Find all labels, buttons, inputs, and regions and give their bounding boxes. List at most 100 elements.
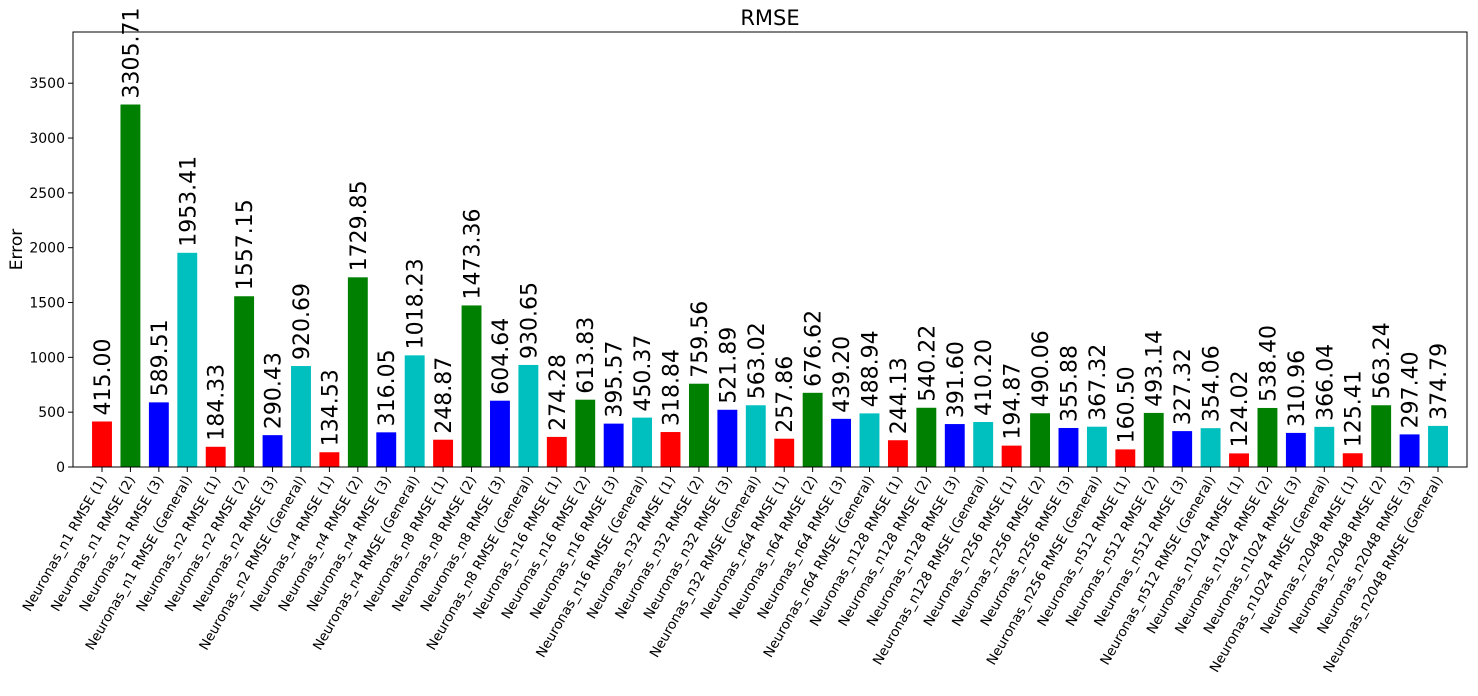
bar	[291, 366, 311, 467]
bar	[916, 407, 937, 467]
bar	[774, 438, 795, 467]
bar-value-label: 604.64	[489, 318, 514, 395]
bar	[973, 422, 994, 467]
bar-value-label: 540.22	[915, 325, 940, 402]
bar-value-label: 355.88	[1057, 345, 1082, 422]
y-tick-label: 500	[38, 405, 65, 421]
bar	[1200, 428, 1221, 467]
bar-value-label: 493.14	[1143, 330, 1168, 407]
chart-title: RMSE	[740, 6, 799, 30]
bar	[1399, 434, 1420, 467]
bar-value-label: 257.86	[773, 356, 798, 433]
y-axis-title: Error	[7, 229, 27, 270]
bar	[1115, 449, 1136, 467]
bar	[518, 364, 539, 467]
value-labels-layer: 415.00 3305.71 589.51 1953.41 184.33 1557.15 2…	[91, 8, 1452, 448]
bar-value-label: 1729.85	[347, 180, 372, 271]
bar	[205, 446, 226, 467]
bar	[319, 452, 340, 467]
bar-value-label: 538.40	[1256, 325, 1281, 402]
bar	[575, 399, 596, 467]
bar-value-label: 676.62	[802, 310, 827, 387]
bar-value-label: 395.57	[603, 341, 628, 418]
bar-value-label: 134.53	[318, 369, 343, 446]
bar	[234, 296, 255, 467]
bar	[944, 424, 965, 467]
bar-value-label: 439.20	[830, 336, 855, 413]
bar	[148, 402, 169, 467]
y-tick-label: 3500	[29, 76, 65, 92]
bar-value-label: 488.94	[858, 330, 883, 407]
x-axis: Neuronas_n1 RMSE (1)Neuronas_n1 RMSE (2)…	[20, 467, 1446, 675]
y-tick-label: 2000	[29, 241, 65, 257]
bar	[1428, 425, 1448, 467]
bar-value-label: 589.51	[148, 319, 173, 396]
bar	[1058, 427, 1079, 467]
bar	[859, 413, 880, 467]
bar-value-label: 274.28	[546, 354, 571, 431]
bar	[1314, 426, 1335, 467]
bar	[603, 423, 624, 467]
bar	[1143, 412, 1164, 467]
bar-value-label: 613.83	[574, 317, 599, 394]
bar-value-label: 521.89	[716, 327, 741, 404]
bar-value-label: 354.06	[1200, 345, 1225, 422]
bar	[177, 252, 198, 467]
bar-value-label: 1018.23	[404, 258, 429, 349]
bar	[1257, 407, 1278, 467]
y-tick-label: 0	[56, 460, 65, 476]
y-tick-label: 3000	[29, 131, 65, 147]
bar-value-label: 124.02	[1228, 370, 1253, 447]
bar	[376, 432, 397, 467]
bar	[745, 405, 766, 467]
bar-value-label: 244.13	[887, 357, 912, 434]
bar	[262, 435, 283, 467]
bar	[92, 421, 112, 467]
bar	[1342, 453, 1363, 467]
bar-value-label: 374.79	[1427, 343, 1452, 420]
bar-value-label: 327.32	[1171, 348, 1196, 425]
bar-value-label: 930.65	[517, 282, 542, 359]
bar	[887, 440, 908, 467]
bar	[688, 383, 709, 467]
bar-value-label: 194.87	[1001, 363, 1026, 440]
bar-value-label: 310.96	[1285, 350, 1310, 427]
bar-value-label: 391.60	[944, 341, 969, 418]
bar-value-label: 367.32	[1086, 344, 1111, 421]
bar-value-label: 290.43	[262, 352, 287, 429]
bar-value-label: 184.33	[205, 364, 230, 441]
bar	[490, 400, 510, 467]
bar	[802, 392, 823, 467]
bar	[660, 432, 681, 467]
bar-value-label: 160.50	[1114, 366, 1139, 443]
bar	[1030, 413, 1050, 467]
bar	[1001, 445, 1022, 467]
bar	[717, 409, 738, 467]
bar-value-label: 3305.71	[119, 8, 144, 99]
bar	[1371, 405, 1392, 467]
bar-value-label: 920.69	[290, 283, 315, 360]
bar-value-label: 1557.15	[233, 199, 258, 290]
bars-layer	[92, 104, 1448, 467]
bar-value-label: 366.04	[1313, 344, 1338, 421]
y-tick-label: 2500	[29, 186, 65, 202]
y-tick-label: 1500	[29, 296, 65, 312]
bar	[433, 439, 454, 467]
bar	[1229, 453, 1249, 467]
bar-value-label: 297.40	[1399, 351, 1424, 428]
bar	[461, 305, 482, 467]
y-axis: 0 500 1000 1500 2000 2500 3000 3500	[29, 76, 73, 476]
bar	[120, 104, 141, 467]
bar-value-label: 1473.36	[461, 208, 486, 299]
bar	[404, 355, 425, 467]
bar	[1086, 426, 1107, 467]
bar-value-label: 410.20	[972, 339, 997, 416]
bar-value-label: 415.00	[91, 339, 116, 416]
bar-value-label: 759.56	[688, 301, 713, 378]
bar-value-label: 316.05	[375, 349, 400, 426]
plot-frame	[72, 31, 1468, 468]
bar-value-label: 318.84	[660, 349, 685, 426]
bar-value-label: 1953.41	[176, 156, 201, 247]
bar	[546, 436, 567, 467]
